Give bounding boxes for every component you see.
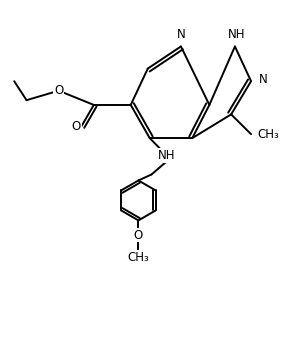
Text: N: N xyxy=(259,73,268,86)
Text: NH: NH xyxy=(228,28,245,40)
Text: NH: NH xyxy=(158,149,175,162)
Text: O: O xyxy=(72,120,81,133)
Text: N: N xyxy=(176,28,185,40)
Text: CH₃: CH₃ xyxy=(128,251,149,264)
Text: O: O xyxy=(54,84,63,97)
Text: O: O xyxy=(134,228,143,242)
Text: CH₃: CH₃ xyxy=(258,128,279,141)
